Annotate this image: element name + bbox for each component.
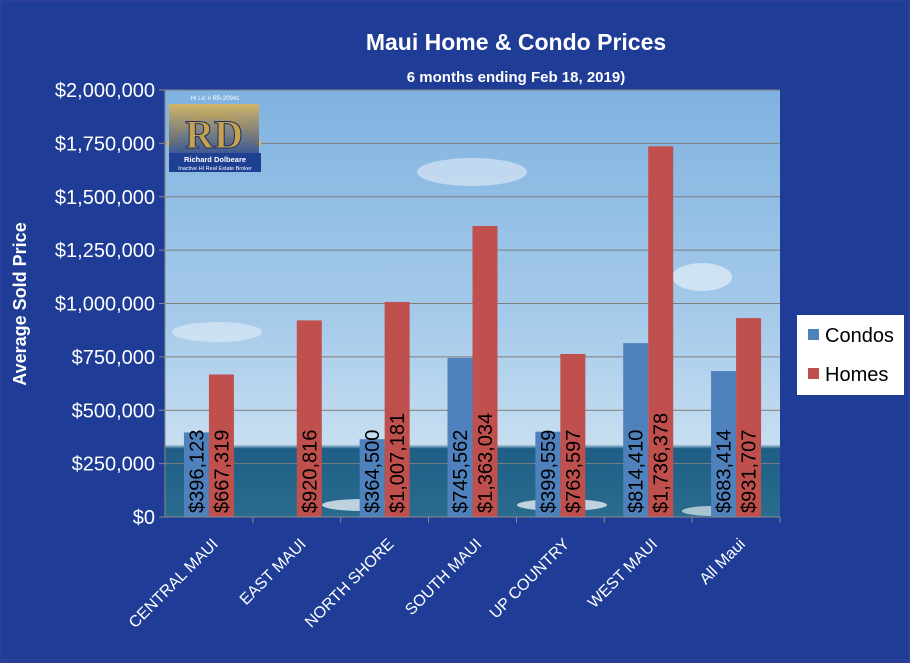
y-tick-label: $500,000 (72, 400, 155, 422)
y-tick-label: $1,500,000 (55, 187, 155, 209)
data-label-condos: $683,414 (714, 430, 736, 513)
x-category-label: SOUTH MAUI (402, 536, 485, 619)
bar-homes (472, 225, 498, 517)
y-tick-label: $1,750,000 (55, 133, 155, 155)
bar-condos (535, 431, 561, 517)
cloud (672, 263, 732, 291)
y-tick-label: $2,000,000 (55, 80, 155, 102)
logo-name: Richard Dolbeare (184, 155, 246, 164)
bar-condos (623, 343, 649, 517)
logo-tagline: Inactive HI Real Estate Broker (178, 166, 252, 172)
logo: RD HI Lic # RB-20941 Richard Dolbeare In… (166, 96, 262, 172)
bar-homes (296, 320, 322, 517)
bar-homes (560, 353, 586, 517)
bar-homes (736, 318, 762, 517)
y-tick-label: $750,000 (72, 347, 155, 369)
legend-swatch-condos (808, 329, 819, 340)
y-tick-label: $0 (133, 507, 155, 529)
data-label-condos: $745,562 (450, 430, 472, 513)
y-axis-label: Average Sold Price (10, 222, 30, 385)
data-label-homes: $1,363,034 (475, 413, 497, 513)
legend-label-homes: Homes (825, 364, 888, 386)
y-tick-label: $1,000,000 (55, 294, 155, 316)
data-label-homes: $1,736,378 (651, 413, 673, 513)
data-label-condos: $396,123 (186, 430, 208, 513)
x-category-label: All Maui (697, 536, 749, 588)
chart-title: Maui Home & Condo Prices (366, 29, 666, 55)
logo-name-bar (169, 153, 261, 172)
data-label-condos: $399,559 (538, 430, 560, 513)
legend-swatch-homes (808, 368, 819, 379)
bar-condos (359, 439, 385, 517)
legend: Condos Homes (797, 315, 904, 395)
chart-subtitle: 6 months ending Feb 18, 2019) (407, 69, 625, 86)
cloud (172, 322, 262, 342)
data-label-homes: $667,319 (211, 430, 233, 513)
data-label-condos: $814,410 (626, 430, 648, 513)
cloud (417, 158, 527, 186)
bar-condos (447, 357, 473, 517)
x-category-label: NORTH SHORE (302, 536, 397, 631)
bar-homes (648, 146, 674, 517)
logo-license: HI Lic # RB-20941 (190, 96, 240, 102)
logo-initials: RD (185, 112, 243, 157)
data-label-homes: $920,816 (299, 430, 321, 513)
y-tick-label: $250,000 (72, 454, 155, 476)
legend-label-condos: Condos (825, 325, 894, 347)
data-label-homes: $931,707 (739, 430, 761, 513)
data-label-homes: $1,007,181 (387, 413, 409, 513)
x-category-label: UP COUNTRY (487, 536, 574, 623)
x-category-label: EAST MAUI (237, 536, 310, 609)
data-label-homes: $763,597 (563, 430, 585, 513)
logo-panel (169, 104, 259, 156)
bar-homes (384, 301, 410, 517)
bar-homes (208, 374, 234, 517)
x-category-label: WEST MAUI (585, 536, 661, 612)
data-label-condos: $364,500 (362, 430, 384, 513)
bar-condos (711, 371, 737, 517)
legend-box (797, 315, 904, 395)
x-category-label: CENTRAL MAUI (126, 536, 222, 632)
bar-condos (183, 432, 209, 517)
y-tick-label: $1,250,000 (55, 240, 155, 262)
